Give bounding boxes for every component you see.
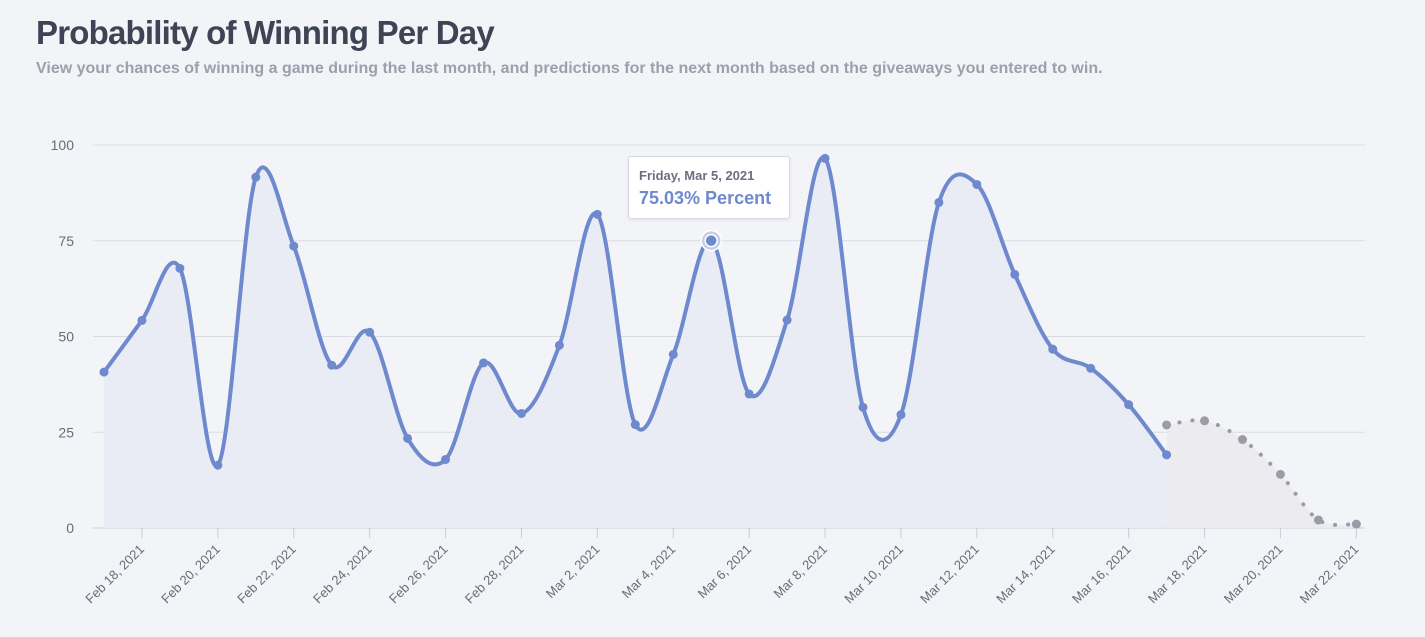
tooltip-value: 75.03% Percent: [639, 188, 772, 208]
x-tick-label: Mar 22, 2021: [1297, 542, 1362, 607]
data-point[interactable]: [592, 209, 602, 219]
data-point[interactable]: [365, 327, 375, 337]
data-point[interactable]: [327, 360, 337, 370]
x-tick-label: Mar 6, 2021: [695, 542, 755, 602]
data-point[interactable]: [896, 410, 906, 420]
highlight-point[interactable]: [704, 233, 718, 248]
prediction-point[interactable]: [1238, 435, 1247, 445]
x-tick-label: Mar 10, 2021: [841, 542, 906, 607]
y-tick-label: 25: [58, 424, 74, 440]
x-tick-label: Mar 8, 2021: [771, 542, 831, 602]
prediction-point[interactable]: [1351, 519, 1361, 529]
data-point[interactable]: [289, 241, 299, 251]
y-tick-label: 0: [66, 520, 74, 536]
data-point[interactable]: [137, 315, 147, 325]
x-tick-label: Feb 20, 2021: [158, 542, 223, 607]
data-point[interactable]: [213, 460, 223, 470]
x-tick-label: Mar 20, 2021: [1221, 542, 1286, 607]
prediction-point[interactable]: [1200, 416, 1210, 426]
x-tick-label: Mar 14, 2021: [993, 542, 1058, 607]
data-point[interactable]: [1086, 363, 1096, 373]
data-point[interactable]: [175, 263, 185, 273]
data-point[interactable]: [972, 179, 982, 189]
data-point[interactable]: [554, 340, 564, 350]
data-point[interactable]: [934, 197, 944, 207]
page-title: Probability of Winning Per Day: [36, 14, 495, 51]
data-point[interactable]: [858, 402, 868, 412]
data-point[interactable]: [820, 153, 830, 163]
data-point[interactable]: [479, 358, 488, 368]
chart-tooltip: Friday, Mar 5, 2021 75.03% Percent: [628, 156, 790, 219]
data-point[interactable]: [668, 350, 678, 360]
chart-areas: [104, 157, 1357, 529]
data-point[interactable]: [744, 389, 754, 399]
x-tick-label: Feb 28, 2021: [462, 542, 527, 607]
data-point[interactable]: [782, 315, 792, 325]
x-tick-label: Mar 12, 2021: [917, 542, 982, 607]
page-subtitle: View your chances of winning a game duri…: [36, 60, 1103, 77]
data-point[interactable]: [251, 172, 261, 182]
data-point[interactable]: [1010, 269, 1020, 279]
actual-area: [104, 157, 1167, 529]
y-tick-label: 100: [51, 137, 75, 153]
x-tick-label: Feb 24, 2021: [310, 542, 375, 607]
x-tick-label: Feb 18, 2021: [82, 542, 147, 607]
chart-points[interactable]: [99, 153, 1361, 529]
data-point[interactable]: [1124, 400, 1134, 410]
x-tick-label: Mar 4, 2021: [619, 542, 679, 602]
prediction-point[interactable]: [1162, 420, 1172, 430]
x-tick-label: Mar 2, 2021: [543, 542, 603, 602]
x-tick-label: Mar 16, 2021: [1069, 542, 1134, 607]
y-tick-label: 50: [58, 329, 74, 345]
tooltip-date: Friday, Mar 5, 2021: [639, 168, 755, 183]
prediction-point[interactable]: [1275, 469, 1285, 479]
data-point[interactable]: [630, 420, 640, 430]
data-point[interactable]: [99, 367, 109, 377]
x-tick-label: Mar 18, 2021: [1145, 542, 1210, 607]
y-tick-label: 75: [58, 233, 74, 249]
data-point[interactable]: [516, 408, 526, 418]
prediction-point[interactable]: [1313, 515, 1323, 525]
data-point[interactable]: [1162, 450, 1172, 460]
data-point[interactable]: [441, 454, 451, 464]
x-tick-label: Feb 26, 2021: [386, 542, 451, 607]
data-point[interactable]: [1048, 344, 1058, 354]
x-tick-label: Feb 22, 2021: [234, 542, 299, 607]
prediction-area: [1166, 420, 1357, 528]
data-point[interactable]: [403, 433, 413, 443]
